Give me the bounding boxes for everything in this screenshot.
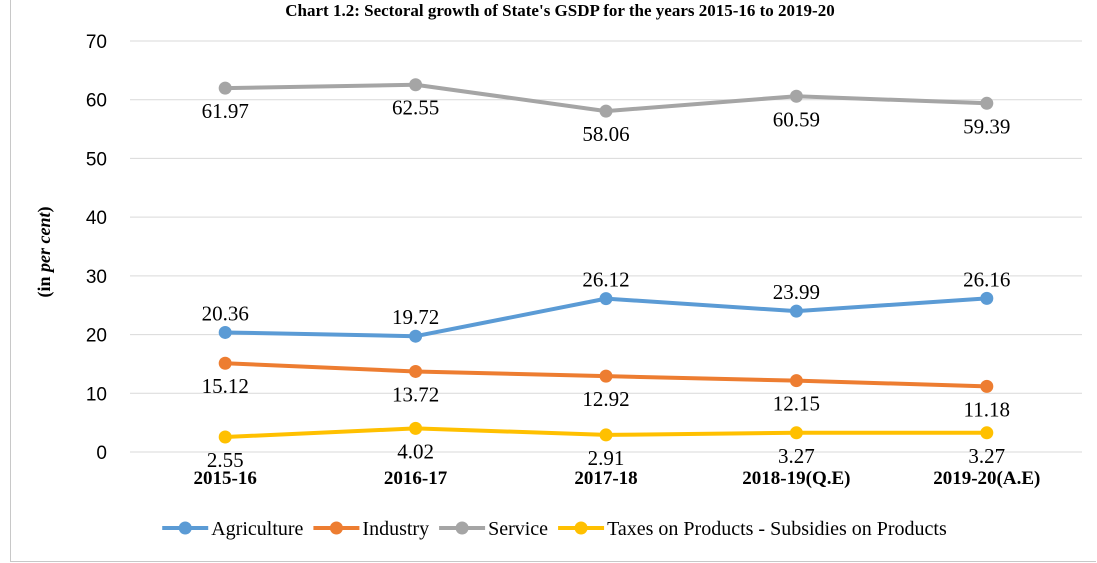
data-point: [789, 304, 803, 318]
data-label: 12.92: [582, 387, 629, 411]
legend-label: Agriculture: [211, 518, 303, 540]
data-label: 59.39: [963, 114, 1010, 138]
data-point: [599, 369, 613, 383]
data-point: [599, 292, 613, 306]
data-label: 2.91: [588, 446, 625, 470]
x-tick-label: 2015-16: [194, 468, 257, 489]
data-label: 15.12: [202, 374, 249, 398]
legend: Agriculture Industry Service Taxes on Produ…: [162, 518, 947, 540]
data-point: [409, 364, 423, 378]
y-tick-label: 70: [86, 32, 107, 53]
x-axis-ticks: 2015-16 2016-17 2017-18 2018-19(Q.E) 2019-20…: [194, 468, 1041, 489]
x-tick-label: 2016-17: [384, 468, 448, 489]
data-label: 23.99: [773, 280, 820, 304]
data-point: [599, 104, 613, 118]
chart-title: Chart 1.2: Sectoral growth of State's GS…: [285, 1, 834, 20]
legend-marker: [329, 521, 343, 535]
y-tick-label: 10: [86, 384, 107, 405]
data-point: [218, 325, 232, 339]
y-tick-label: 20: [86, 326, 107, 347]
y-tick-label: 40: [86, 208, 107, 229]
data-label: 19.72: [392, 305, 439, 329]
legend-marker: [574, 521, 588, 535]
data-point: [409, 329, 423, 343]
data-point: [980, 96, 994, 110]
gridlines: [130, 40, 1082, 453]
data-labels: 20.36 19.72 26.12 23.99 26.16 15.12 13.72 12.92…: [202, 96, 1011, 472]
legend-item: Service: [439, 518, 548, 540]
series-group: [218, 78, 994, 444]
chart-frame: [10, 0, 1096, 562]
data-label: 12.15: [773, 392, 820, 416]
data-label: 62.55: [392, 96, 439, 120]
y-axis-label: (in per cent): [34, 207, 55, 298]
y-tick-label: 30: [86, 267, 107, 288]
legend-item: Taxes on Products - Subsidies on Product…: [558, 518, 947, 540]
data-label: 2.55: [207, 448, 244, 472]
data-point: [980, 291, 994, 305]
legend-marker: [455, 521, 469, 535]
data-point: [409, 421, 423, 435]
data-label: 13.72: [392, 382, 439, 406]
x-tick-label: 2017-18: [574, 468, 637, 489]
data-label: 3.27: [778, 444, 815, 468]
data-label: 60.59: [773, 107, 820, 131]
data-point: [789, 374, 803, 388]
data-label: 11.18: [964, 397, 1010, 421]
x-tick-label: 2019-20(A.E): [933, 468, 1040, 489]
data-label: 20.36: [202, 301, 249, 325]
data-point: [789, 426, 803, 440]
data-point: [218, 81, 232, 95]
y-tick-label: 50: [86, 149, 107, 170]
data-label: 3.27: [968, 444, 1005, 468]
data-point: [980, 379, 994, 393]
data-label: 4.02: [397, 439, 434, 463]
y-tick-label: 60: [86, 91, 107, 112]
legend-label: Service: [488, 518, 548, 540]
data-label: 58.06: [582, 122, 629, 146]
x-tick-label: 2018-19(Q.E): [742, 468, 850, 489]
legend-label: Industry: [362, 518, 429, 540]
data-point: [789, 89, 803, 103]
data-point: [218, 356, 232, 370]
y-axis-ticks: 0 10 20 30 40 50 60 70: [86, 32, 107, 464]
data-label: 61.97: [202, 99, 249, 123]
legend-item: Agriculture: [162, 518, 304, 540]
data-point: [980, 426, 994, 440]
data-label: 26.16: [963, 267, 1010, 291]
data-point: [599, 428, 613, 442]
y-tick-label: 0: [96, 443, 107, 464]
legend-label: Taxes on Products - Subsidies on Product…: [607, 518, 947, 540]
data-label: 26.12: [582, 268, 629, 292]
data-point: [218, 430, 232, 444]
legend-marker: [178, 521, 192, 535]
legend-item: Industry: [313, 518, 429, 540]
data-point: [409, 78, 423, 92]
